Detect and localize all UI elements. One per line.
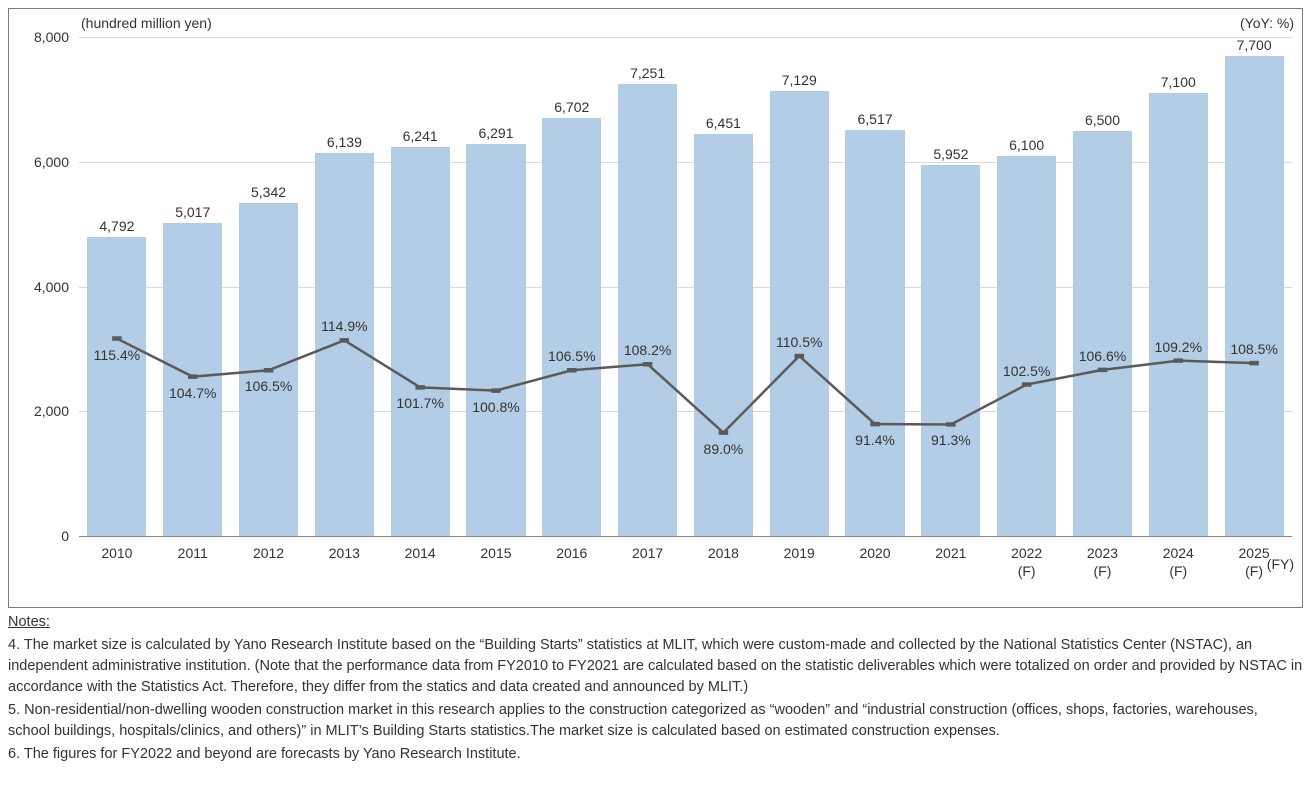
x-tick-label: 2018 [708,536,739,562]
percent-label: 115.4% [94,347,140,363]
note-item: 6. The figures for FY2022 and beyond are… [8,744,1303,765]
right-axis-title: (YoY: %) [1240,15,1294,31]
x-tick-label: 2013 [329,536,360,562]
percent-label: 109.2% [1155,339,1202,355]
line-marker [795,354,803,357]
percent-label: 89.0% [704,441,744,457]
percent-label: 114.9% [321,318,367,334]
line-marker [947,423,955,426]
x-tick-label: 2019 [784,536,815,562]
y-axis-title: (hundred million yen) [81,15,212,31]
note-item: 4. The market size is calculated by Yano… [8,635,1303,698]
x-tick-label: 2022 (F) [1011,536,1042,580]
x-axis-title: (FY) [1267,556,1294,572]
y-tick-label: 4,000 [34,279,79,295]
x-tick-label: 2017 [632,536,663,562]
line-marker [1022,383,1030,386]
line-marker [1098,368,1106,371]
y-tick-label: 8,000 [34,29,79,45]
x-tick-label: 2012 [253,536,284,562]
line-marker [1250,361,1258,364]
y-tick-label: 6,000 [34,154,79,170]
percent-label: 108.2% [624,342,671,358]
line-marker [492,389,500,392]
x-tick-label: 2011 [178,536,208,562]
x-tick-label: 2010 [101,536,132,562]
line-marker [188,375,196,378]
x-tick-label: 2015 [480,536,511,562]
x-tick-label: 2020 [859,536,890,562]
percent-label: 106.5% [548,348,595,364]
x-tick-label: 2014 [405,536,436,562]
percent-label: 102.5% [1003,363,1050,379]
line-marker [113,337,121,340]
line-marker [568,369,576,372]
line-marker [264,369,272,372]
percent-label: 91.3% [931,432,971,448]
line-marker [643,362,651,365]
percent-label: 91.4% [855,432,895,448]
percent-label: 101.7% [396,395,443,411]
line-marker [871,422,879,425]
line-marker [340,339,348,342]
y-tick-label: 0 [61,528,79,544]
x-tick-label: 2021 [935,536,966,562]
x-tick-label: 2025 (F) [1239,536,1270,580]
x-tick-label: 2024 (F) [1163,536,1194,580]
percent-label: 106.5% [245,378,292,394]
line-marker [719,431,727,434]
line-marker [1174,359,1182,362]
line-layer [79,37,1292,536]
x-tick-label: 2016 [556,536,587,562]
plot-area: 4,79220105,01720115,34220126,13920136,24… [79,37,1292,537]
percent-label: 110.5% [776,334,822,350]
percent-label: 108.5% [1230,341,1277,357]
percent-label: 106.6% [1079,348,1126,364]
note-item: 5. Non-residential/non-dwelling wooden c… [8,700,1303,742]
notes-section: Notes: 4. The market size is calculated … [8,612,1303,765]
y-tick-label: 2,000 [34,403,79,419]
percent-label: 100.8% [472,399,519,415]
chart-container: (hundred million yen) (YoY: %) (FY) 4,79… [8,8,1303,608]
line-marker [416,386,424,389]
percent-label: 104.7% [169,385,216,401]
x-tick-label: 2023 (F) [1087,536,1118,580]
notes-title: Notes: [8,614,50,630]
